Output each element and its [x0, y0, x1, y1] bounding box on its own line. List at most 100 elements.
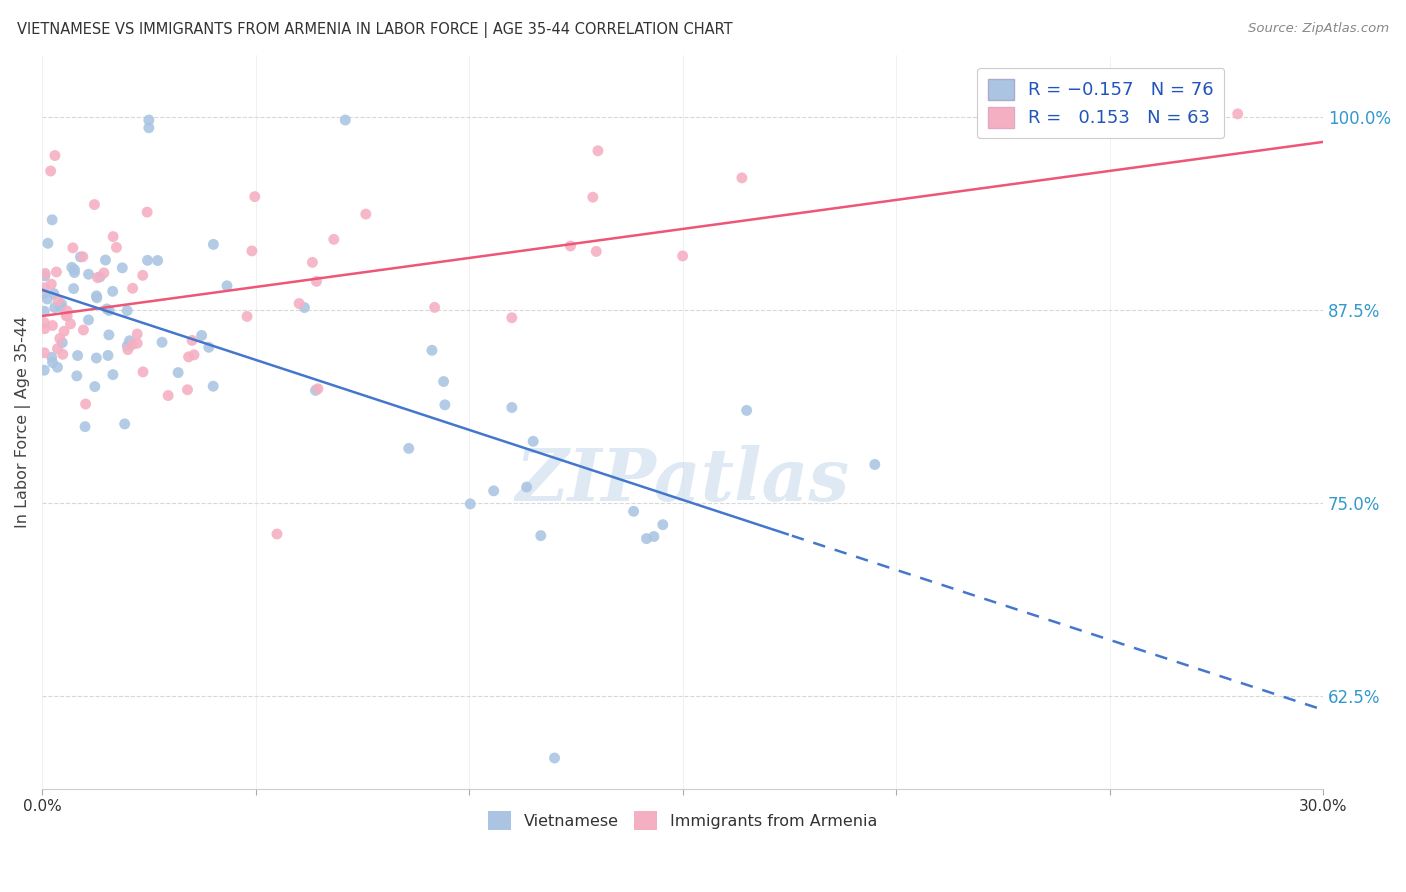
Point: [66, 349, 89, 363]
Point: [190, 328, 212, 343]
Point: [96, 301, 118, 316]
Point: [202, 237, 225, 252]
Point: [39, 277, 62, 292]
Point: [69, 250, 91, 264]
Point: [636, 532, 658, 546]
Point: [46, 342, 69, 356]
Point: [93, 266, 115, 280]
Point: [60, 260, 83, 275]
Point: [75, 397, 97, 411]
Point: [75, 419, 97, 434]
Point: [56, 304, 79, 318]
Point: [482, 483, 505, 498]
Point: [127, 336, 149, 351]
Point: [105, 240, 128, 254]
Point: [292, 301, 315, 315]
Point: [34, 322, 56, 336]
Point: [55, 309, 77, 323]
Point: [83, 197, 105, 211]
Text: VIETNAMESE VS IMMIGRANTS FROM ARMENIA IN LABOR FORCE | AGE 35-44 CORRELATION CHA: VIETNAMESE VS IMMIGRANTS FROM ARMENIA IN…: [17, 22, 733, 38]
Point: [46, 360, 69, 375]
Point: [49, 331, 72, 345]
Point: [94, 253, 117, 268]
Point: [181, 334, 204, 348]
Point: [62, 282, 84, 296]
Point: [97, 348, 120, 362]
Point: [77, 267, 100, 281]
Point: [37, 292, 59, 306]
Point: [39, 164, 62, 178]
Point: [132, 365, 155, 379]
Point: [44, 301, 66, 315]
Point: [458, 497, 481, 511]
Point: [66, 368, 89, 383]
Point: [305, 274, 328, 288]
Point: [32, 304, 55, 318]
Point: [501, 310, 523, 325]
Point: [117, 339, 139, 353]
Point: [127, 326, 149, 341]
Point: [731, 170, 754, 185]
Point: [735, 403, 758, 417]
Point: [117, 343, 139, 357]
Point: [45, 265, 67, 279]
Point: [111, 260, 134, 275]
Point: [101, 285, 124, 299]
Point: [51, 335, 73, 350]
Text: Source: ZipAtlas.com: Source: ZipAtlas.com: [1249, 22, 1389, 36]
Point: [52, 347, 75, 361]
Point: [304, 384, 326, 398]
Point: [157, 388, 180, 402]
Point: [501, 401, 523, 415]
Point: [354, 207, 377, 221]
Point: [115, 303, 138, 318]
Point: [215, 278, 238, 293]
Point: [651, 517, 673, 532]
Point: [288, 296, 311, 310]
Point: [89, 269, 111, 284]
Point: [98, 303, 121, 318]
Point: [114, 417, 136, 431]
Point: [63, 262, 86, 277]
Point: [41, 212, 63, 227]
Point: [176, 383, 198, 397]
Point: [97, 327, 120, 342]
Point: [41, 318, 63, 333]
Point: [46, 293, 69, 308]
Point: [32, 345, 55, 359]
Point: [132, 268, 155, 283]
Point: [86, 270, 108, 285]
Point: [121, 281, 143, 295]
Point: [101, 229, 124, 244]
Point: [32, 286, 55, 301]
Point: [177, 350, 200, 364]
Point: [41, 355, 63, 369]
Point: [136, 205, 159, 219]
Point: [138, 120, 160, 135]
Text: ZIPatlas: ZIPatlas: [516, 445, 849, 516]
Point: [423, 301, 446, 315]
Point: [44, 148, 66, 162]
Point: [197, 340, 219, 354]
Point: [77, 313, 100, 327]
Point: [59, 317, 82, 331]
Point: [398, 442, 420, 456]
Point: [1226, 107, 1249, 121]
Point: [72, 323, 94, 337]
Point: [86, 291, 108, 305]
Point: [672, 249, 695, 263]
Point: [420, 343, 443, 358]
Point: [543, 751, 565, 765]
Point: [63, 266, 86, 280]
Point: [86, 289, 108, 303]
Point: [83, 379, 105, 393]
Point: [53, 324, 76, 338]
Point: [643, 529, 665, 543]
Point: [335, 113, 357, 128]
Point: [266, 527, 288, 541]
Point: [240, 244, 263, 258]
Point: [522, 434, 544, 449]
Point: [138, 113, 160, 128]
Point: [243, 189, 266, 203]
Point: [72, 250, 94, 264]
